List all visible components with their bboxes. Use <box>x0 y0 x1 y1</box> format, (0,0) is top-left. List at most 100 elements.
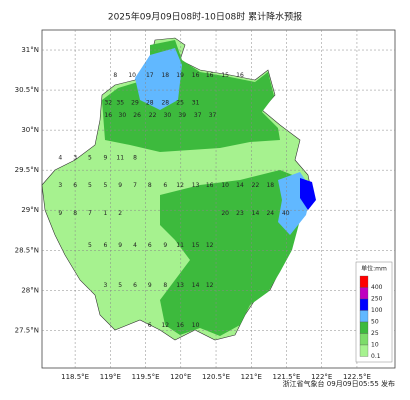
station-value: 13 <box>192 182 200 189</box>
x-tick-label: 118.5°E <box>61 373 89 381</box>
station-value: 9 <box>118 242 122 249</box>
station-value: 15 <box>221 72 229 79</box>
station-value: 6 <box>163 182 167 189</box>
station-value: 6 <box>148 322 152 329</box>
y-tick-label: 30°N <box>21 126 39 134</box>
x-tick-label: 119°E <box>100 373 121 381</box>
station-value: 16 <box>236 72 244 79</box>
legend-swatch <box>359 298 369 311</box>
station-value: 12 <box>161 322 169 329</box>
station-value: 9 <box>58 210 62 217</box>
legend-label: 0.1 <box>371 353 381 360</box>
legend-swatch <box>359 344 369 357</box>
legend-label: 400 <box>371 284 383 291</box>
station-value: 16 <box>176 322 184 329</box>
station-value: 26 <box>133 112 141 119</box>
station-value: 30 <box>119 112 127 119</box>
x-tick-label: 122°E <box>311 373 332 381</box>
station-value: 3 <box>58 182 62 189</box>
station-value: 30 <box>164 112 172 119</box>
station-value: 31 <box>192 99 200 106</box>
station-value: 11 <box>116 155 124 162</box>
station-value: 5 <box>88 182 92 189</box>
station-value: 5 <box>118 282 122 289</box>
x-tick-label: 119.5°E <box>132 373 160 381</box>
station-value: 22 <box>252 182 260 189</box>
x-tick-label: 121.5°E <box>273 373 301 381</box>
station-value: 2 <box>118 210 122 217</box>
station-value: 16 <box>206 182 214 189</box>
y-tick-label: 28.5°N <box>15 246 39 254</box>
rain-area <box>300 178 316 210</box>
legend-title: 单位:mm <box>361 265 387 273</box>
station-value: 14 <box>192 282 200 289</box>
legend-label: 50 <box>371 319 379 326</box>
chart-title: 2025年09月09日08时-10日08时 累计降水预报 <box>108 11 302 23</box>
legend-label: 25 <box>371 330 379 337</box>
station-value: 18 <box>266 182 274 189</box>
station-value: 6 <box>103 242 107 249</box>
station-value: 25 <box>176 99 184 106</box>
station-value: 14 <box>252 210 260 217</box>
station-value: 16 <box>104 112 112 119</box>
station-value: 5 <box>88 242 92 249</box>
station-value: 18 <box>161 72 169 79</box>
rain-area <box>135 48 182 110</box>
station-value: 16 <box>192 72 200 79</box>
station-value: 9 <box>103 155 107 162</box>
legend-swatch <box>359 321 369 334</box>
legend-swatch <box>359 287 369 300</box>
station-value: 6 <box>148 242 152 249</box>
x-tick-label: 120.5°E <box>202 373 230 381</box>
station-value: 11 <box>176 242 184 249</box>
station-value: 35 <box>116 99 124 106</box>
station-value: 9 <box>118 182 122 189</box>
legend-label: 100 <box>371 307 383 314</box>
legend-label: 250 <box>371 296 383 303</box>
station-value: 40 <box>282 210 290 217</box>
x-tick-label: 122.5°E <box>343 373 371 381</box>
legend-swatch <box>359 333 369 346</box>
x-tick-label: 121°E <box>241 373 262 381</box>
rain-area <box>160 170 310 336</box>
station-value: 37 <box>209 112 217 119</box>
station-value: 24 <box>266 210 274 217</box>
station-value: 4 <box>133 242 137 249</box>
station-value: 29 <box>131 99 139 106</box>
station-value: 13 <box>176 282 184 289</box>
station-value: 4 <box>58 155 62 162</box>
station-value: 7 <box>88 210 92 217</box>
station-value: 6 <box>73 182 77 189</box>
station-value: 8 <box>73 210 77 217</box>
y-tick-label: 29.5°N <box>15 166 39 174</box>
legend-swatch <box>359 275 369 288</box>
station-value: 10 <box>221 182 229 189</box>
footer: 浙江省气象台 09月09日05:55 发布 <box>283 379 395 388</box>
y-tick-label: 31°N <box>21 46 39 54</box>
station-value: 22 <box>149 112 157 119</box>
station-value: 5 <box>103 182 107 189</box>
station-value: 12 <box>176 182 184 189</box>
station-value: 28 <box>146 99 154 106</box>
station-value: 10 <box>128 72 136 79</box>
station-value: 7 <box>133 182 137 189</box>
station-value: 3 <box>103 282 107 289</box>
station-value: 8 <box>113 72 117 79</box>
y-tick-label: 30.5°N <box>15 86 39 94</box>
station-value: 32 <box>104 99 112 106</box>
station-value: 23 <box>236 210 244 217</box>
x-tick-label: 120°E <box>170 373 191 381</box>
y-tick-label: 29°N <box>21 206 39 214</box>
station-value: 39 <box>178 112 186 119</box>
station-value: 8 <box>133 155 137 162</box>
station-value: 28 <box>161 99 169 106</box>
station-value: 12 <box>206 282 214 289</box>
station-value: 16 <box>206 72 214 79</box>
station-value: 9 <box>163 242 167 249</box>
station-value: 3 <box>73 155 77 162</box>
station-value: 8 <box>148 182 152 189</box>
station-value: 37 <box>194 112 202 119</box>
y-tick-label: 27.5°N <box>15 326 39 334</box>
station-value: 17 <box>146 72 154 79</box>
